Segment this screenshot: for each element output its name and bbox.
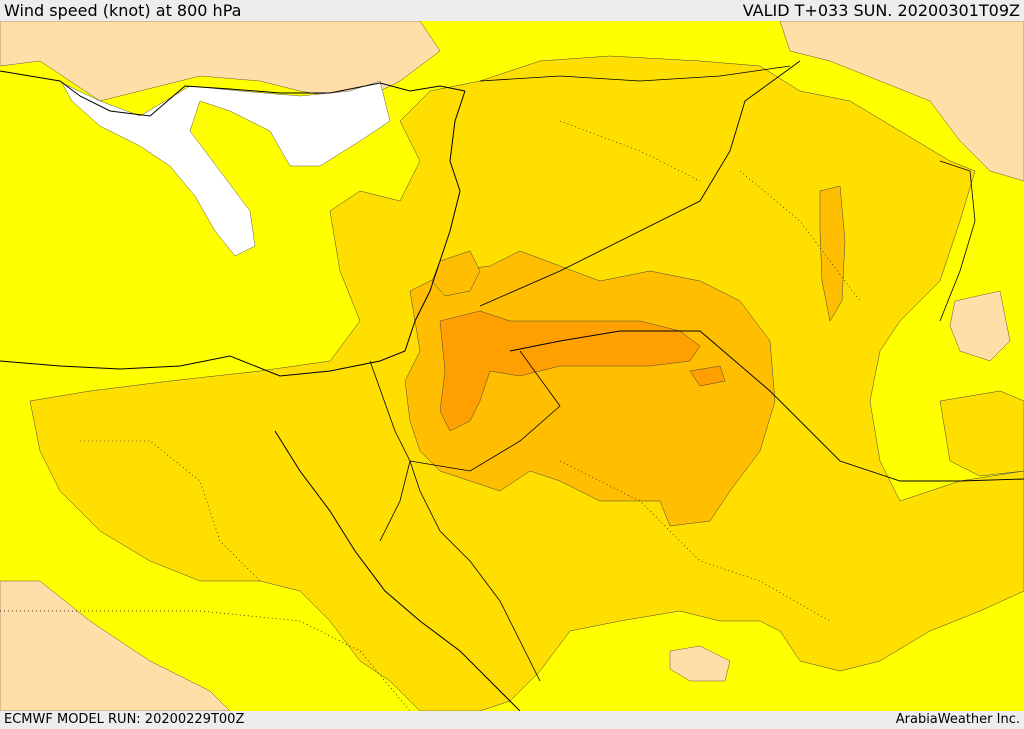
coastline-red-sea bbox=[274, 430, 521, 711]
model-run: ECMWF MODEL RUN: 20200229T00Z bbox=[4, 712, 245, 727]
band-tan-south bbox=[669, 645, 731, 682]
border-africa bbox=[0, 610, 411, 711]
border-jordan-iraq bbox=[629, 60, 801, 237]
provinces-iraq bbox=[739, 170, 861, 302]
band-tan-southwest bbox=[0, 580, 231, 711]
title-bar: Wind speed (knot) at 800 hPa VALID T+033… bbox=[0, 0, 1024, 21]
footer-bar: ECMWF MODEL RUN: 20200229T00Z ArabiaWeat… bbox=[0, 711, 1024, 729]
band-4-jordan bbox=[439, 310, 701, 432]
provinces-saudi bbox=[559, 460, 831, 622]
band-3-north bbox=[819, 185, 846, 322]
credit: ArabiaWeather Inc. bbox=[895, 712, 1020, 727]
border-syria-iraq bbox=[479, 235, 631, 307]
provinces-anatolia bbox=[559, 120, 701, 182]
band-2-east bbox=[939, 390, 1024, 477]
wind-speed-map[interactable] bbox=[0, 21, 1024, 711]
map-title: Wind speed (knot) at 800 hPa bbox=[4, 1, 242, 20]
border-saudi-jordan bbox=[409, 350, 561, 472]
border-iraq-south bbox=[509, 330, 1024, 482]
coastline-gulf bbox=[939, 160, 976, 322]
band-tan-northeast bbox=[779, 21, 1024, 182]
border-turkey bbox=[479, 65, 791, 82]
coastline-levant bbox=[0, 90, 466, 377]
coastline-red-sea-east bbox=[379, 459, 541, 682]
band-white-med bbox=[61, 80, 391, 257]
provinces-egypt bbox=[80, 440, 261, 582]
band-tan-east bbox=[949, 290, 1011, 362]
border-egypt bbox=[369, 360, 411, 462]
band-3-levant bbox=[431, 250, 481, 297]
band-tan-north bbox=[0, 21, 441, 102]
coastline-north bbox=[0, 70, 466, 117]
band-4-iraq bbox=[689, 365, 726, 387]
valid-time: VALID T+033 SUN. 20200301T09Z bbox=[742, 1, 1020, 20]
